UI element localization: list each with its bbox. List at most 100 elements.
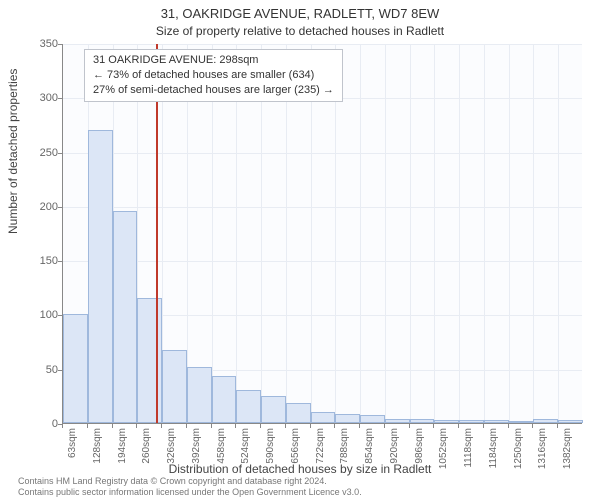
x-tick-label: 854sqm	[364, 428, 375, 478]
grid-line-v	[558, 44, 559, 423]
x-tick-label: 590sqm	[265, 428, 276, 478]
x-tick-label: 524sqm	[240, 428, 251, 478]
x-tick-mark	[310, 424, 311, 428]
histogram-chart: 31, OAKRIDGE AVENUE, RADLETT, WD7 8EW Si…	[0, 0, 600, 500]
x-tick-mark	[136, 424, 137, 428]
grid-line-v	[459, 44, 460, 423]
grid-line-h	[63, 153, 582, 154]
grid-line-v	[434, 44, 435, 423]
histogram-bar	[410, 419, 435, 423]
x-tick-label: 1184sqm	[488, 428, 499, 478]
x-tick-label: 920sqm	[389, 428, 400, 478]
y-tick-mark	[58, 370, 62, 371]
x-tick-mark	[458, 424, 459, 428]
x-tick-label: 260sqm	[141, 428, 152, 478]
y-tick-mark	[58, 207, 62, 208]
histogram-bar	[236, 390, 261, 423]
histogram-bar	[459, 420, 484, 423]
x-tick-label: 1382sqm	[562, 428, 573, 478]
grid-line-v	[533, 44, 534, 423]
grid-line-v	[484, 44, 485, 423]
x-tick-mark	[87, 424, 88, 428]
chart-title: 31, OAKRIDGE AVENUE, RADLETT, WD7 8EW	[0, 6, 600, 21]
grid-line-v	[385, 44, 386, 423]
x-tick-label: 722sqm	[315, 428, 326, 478]
x-tick-label: 458sqm	[216, 428, 227, 478]
histogram-bar	[360, 415, 385, 423]
y-tick-mark	[58, 315, 62, 316]
x-tick-mark	[112, 424, 113, 428]
x-tick-label: 1250sqm	[513, 428, 524, 478]
y-tick-label: 0	[22, 418, 58, 430]
x-tick-label: 656sqm	[290, 428, 301, 478]
histogram-bar	[137, 298, 162, 423]
grid-line-v	[509, 44, 510, 423]
annotation-line-3: 27% of semi-detached houses are larger (…	[93, 83, 334, 98]
x-tick-label: 788sqm	[339, 428, 350, 478]
x-tick-label: 986sqm	[414, 428, 425, 478]
histogram-bar	[63, 314, 88, 423]
histogram-bar	[261, 396, 286, 423]
histogram-bar	[311, 412, 336, 423]
y-tick-label: 300	[22, 92, 58, 104]
footer-line-1: Contains HM Land Registry data © Crown c…	[18, 476, 362, 487]
x-tick-mark	[260, 424, 261, 428]
x-tick-label: 1316sqm	[537, 428, 548, 478]
y-tick-label: 250	[22, 147, 58, 159]
x-tick-label: 1052sqm	[438, 428, 449, 478]
histogram-bar	[212, 376, 237, 423]
y-tick-mark	[58, 44, 62, 45]
histogram-bar	[335, 414, 360, 423]
annotation-line-1: 31 OAKRIDGE AVENUE: 298sqm	[93, 53, 334, 68]
histogram-bar	[509, 421, 534, 423]
grid-line-h	[63, 261, 582, 262]
x-tick-mark	[557, 424, 558, 428]
histogram-bar	[484, 420, 509, 423]
x-tick-mark	[235, 424, 236, 428]
y-tick-label: 350	[22, 38, 58, 50]
chart-subtitle: Size of property relative to detached ho…	[0, 24, 600, 38]
histogram-bar	[187, 367, 212, 423]
x-tick-mark	[211, 424, 212, 428]
annotation-box: 31 OAKRIDGE AVENUE: 298sqm ← 73% of deta…	[84, 49, 343, 102]
histogram-bar	[385, 419, 410, 423]
x-tick-mark	[532, 424, 533, 428]
y-tick-mark	[58, 261, 62, 262]
x-tick-mark	[285, 424, 286, 428]
x-tick-mark	[334, 424, 335, 428]
histogram-bar	[286, 403, 311, 423]
x-tick-label: 63sqm	[67, 428, 78, 478]
x-tick-mark	[186, 424, 187, 428]
x-tick-label: 1118sqm	[463, 428, 474, 478]
histogram-bar	[558, 420, 583, 423]
x-tick-label: 128sqm	[92, 428, 103, 478]
footer-credits: Contains HM Land Registry data © Crown c…	[18, 476, 362, 498]
y-axis-label: Number of detached properties	[6, 69, 20, 234]
grid-line-h	[63, 44, 582, 45]
annotation-line-2: ← 73% of detached houses are smaller (63…	[93, 68, 334, 83]
y-tick-label: 50	[22, 364, 58, 376]
x-tick-mark	[161, 424, 162, 428]
x-tick-mark	[483, 424, 484, 428]
x-tick-mark	[508, 424, 509, 428]
x-tick-label: 392sqm	[191, 428, 202, 478]
x-tick-mark	[359, 424, 360, 428]
x-tick-mark	[62, 424, 63, 428]
x-tick-mark	[433, 424, 434, 428]
histogram-bar	[162, 350, 187, 423]
x-tick-label: 326sqm	[166, 428, 177, 478]
grid-line-h	[63, 207, 582, 208]
histogram-bar	[113, 211, 138, 423]
grid-line-v	[410, 44, 411, 423]
histogram-bar	[434, 420, 459, 423]
y-tick-label: 200	[22, 201, 58, 213]
y-tick-label: 100	[22, 309, 58, 321]
footer-line-2: Contains public sector information licen…	[18, 487, 362, 498]
y-tick-mark	[58, 98, 62, 99]
x-tick-mark	[384, 424, 385, 428]
y-tick-mark	[58, 153, 62, 154]
x-tick-label: 194sqm	[117, 428, 128, 478]
histogram-bar	[533, 419, 558, 423]
histogram-bar	[88, 130, 113, 423]
grid-line-v	[360, 44, 361, 423]
